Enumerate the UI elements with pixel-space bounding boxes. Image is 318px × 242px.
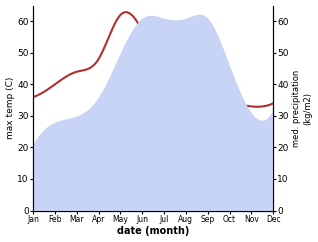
X-axis label: date (month): date (month): [117, 227, 189, 236]
Y-axis label: max temp (C): max temp (C): [5, 77, 15, 139]
Y-axis label: med. precipitation
(kg/m2): med. precipitation (kg/m2): [292, 69, 313, 147]
